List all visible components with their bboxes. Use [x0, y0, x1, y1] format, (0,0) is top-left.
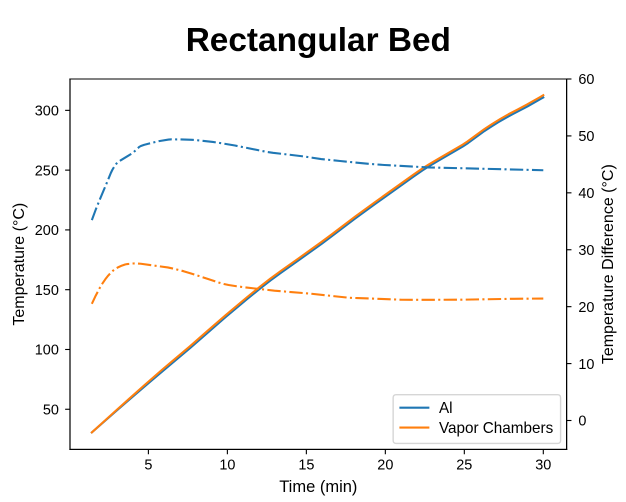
svg-text:Time (min): Time (min) [279, 478, 357, 496]
svg-text:Temperature (°C): Temperature (°C) [11, 203, 28, 326]
svg-text:150: 150 [35, 283, 59, 299]
svg-text:30: 30 [535, 458, 551, 474]
svg-text:10: 10 [578, 357, 594, 373]
svg-text:300: 300 [35, 104, 59, 120]
svg-text:100: 100 [35, 343, 59, 359]
svg-text:50: 50 [43, 402, 59, 418]
svg-text:15: 15 [298, 458, 314, 474]
svg-text:25: 25 [456, 458, 472, 474]
svg-text:0: 0 [578, 414, 586, 430]
svg-text:Al: Al [439, 400, 453, 417]
svg-text:30: 30 [578, 243, 594, 259]
svg-text:200: 200 [35, 223, 59, 239]
svg-text:Vapor Chambers: Vapor Chambers [439, 420, 554, 437]
svg-text:50: 50 [578, 129, 594, 145]
svg-text:20: 20 [578, 300, 594, 316]
svg-text:250: 250 [35, 163, 59, 179]
svg-text:40: 40 [578, 186, 594, 202]
svg-text:20: 20 [377, 458, 393, 474]
svg-text:10: 10 [219, 458, 235, 474]
svg-text:Rectangular Bed: Rectangular Bed [186, 22, 451, 59]
svg-text:60: 60 [578, 72, 594, 88]
svg-text:Temperature Difference (°C): Temperature Difference (°C) [600, 164, 617, 364]
svg-text:5: 5 [144, 458, 152, 474]
